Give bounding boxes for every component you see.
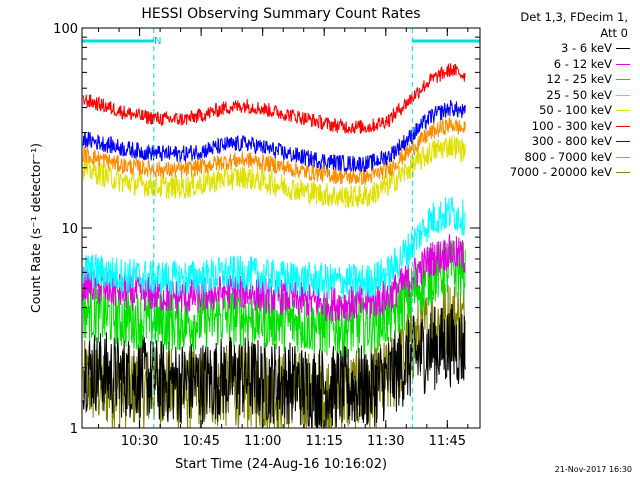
axis-layer: 10:30 10:45 11:00 11:15 11:30 11:45 1 10 100 bbox=[53, 22, 480, 449]
series-layer bbox=[82, 62, 466, 428]
legend-swatch bbox=[616, 79, 630, 81]
legend-item: 3 - 6 keV bbox=[476, 41, 634, 57]
series-line-100-300-kev bbox=[82, 62, 466, 134]
footer-timestamp: 21-Nov-2017 16:30 bbox=[554, 465, 632, 474]
legend-header-line-1: Det 1,3, FDecim 1, bbox=[520, 10, 628, 24]
legend-item: 800 - 7000 keV bbox=[476, 150, 634, 166]
legend-label: 50 - 100 keV bbox=[539, 103, 612, 117]
legend-label: 6 - 12 keV bbox=[553, 56, 612, 71]
series-line-800-7000-kev bbox=[82, 117, 466, 185]
x-tick-label: 10:45 bbox=[182, 434, 219, 449]
legend: Det 1,3, FDecim 1, Att 0 3 - 6 keV 6 - 12… bbox=[476, 10, 634, 181]
legend-item: 6 - 12 keV bbox=[476, 57, 634, 73]
attenuator-annotation: N bbox=[154, 36, 161, 47]
x-tick-label: 10:30 bbox=[121, 434, 158, 449]
legend-label: 100 - 300 keV bbox=[531, 118, 612, 133]
legend-swatch bbox=[616, 48, 630, 50]
series-line-50-100-kev bbox=[82, 135, 466, 209]
legend-swatch bbox=[616, 125, 630, 127]
legend-label: 25 - 50 keV bbox=[546, 87, 612, 102]
y-axis-label: Count Rate (s⁻¹ detector⁻¹) bbox=[28, 143, 43, 313]
legend-item: 100 - 300 keV bbox=[476, 119, 634, 135]
legend-swatch bbox=[616, 63, 630, 65]
legend-label: 800 - 7000 keV bbox=[524, 149, 612, 164]
x-tick-label: 11:45 bbox=[429, 434, 466, 449]
legend-item: 25 - 50 keV bbox=[476, 88, 634, 104]
y-tick-label: 100 bbox=[53, 22, 78, 37]
legend-label: 300 - 800 keV bbox=[531, 134, 612, 148]
legend-swatch bbox=[616, 110, 630, 112]
series-line-300-800-kev bbox=[82, 99, 466, 173]
legend-item: 50 - 100 keV bbox=[476, 103, 634, 119]
series-line-25-50-kev bbox=[82, 195, 466, 299]
legend-header-line-2: Att 0 bbox=[600, 25, 628, 40]
legend-swatch bbox=[616, 94, 630, 96]
legend-item: 7000 - 20000 keV bbox=[476, 165, 634, 181]
legend-rows: 3 - 6 keV 6 - 12 keV 12 - 25 keV 25 - 50 ke… bbox=[476, 41, 634, 181]
x-tick-label: 11:30 bbox=[367, 434, 404, 449]
series-line-12-25-kev bbox=[82, 239, 466, 358]
y-tick-label: 1 bbox=[70, 422, 78, 437]
series-line-3-6-kev bbox=[82, 304, 466, 428]
legend-item: 300 - 800 keV bbox=[476, 134, 634, 150]
legend-label: 3 - 6 keV bbox=[561, 41, 612, 55]
legend-label: 7000 - 20000 keV bbox=[509, 165, 612, 179]
x-axis-label: Start Time (24-Aug-16 10:16:02) bbox=[175, 457, 387, 472]
x-tick-label: 11:15 bbox=[305, 434, 342, 449]
legend-swatch bbox=[616, 172, 630, 174]
legend-item: 12 - 25 keV bbox=[476, 72, 634, 88]
legend-swatch bbox=[616, 141, 630, 143]
legend-label: 12 - 25 keV bbox=[546, 72, 612, 86]
chart-title: HESSI Observing Summary Count Rates bbox=[141, 6, 420, 22]
y-tick-label: 10 bbox=[61, 222, 78, 237]
x-tick-label: 11:00 bbox=[244, 434, 281, 449]
legend-swatch bbox=[616, 156, 630, 158]
